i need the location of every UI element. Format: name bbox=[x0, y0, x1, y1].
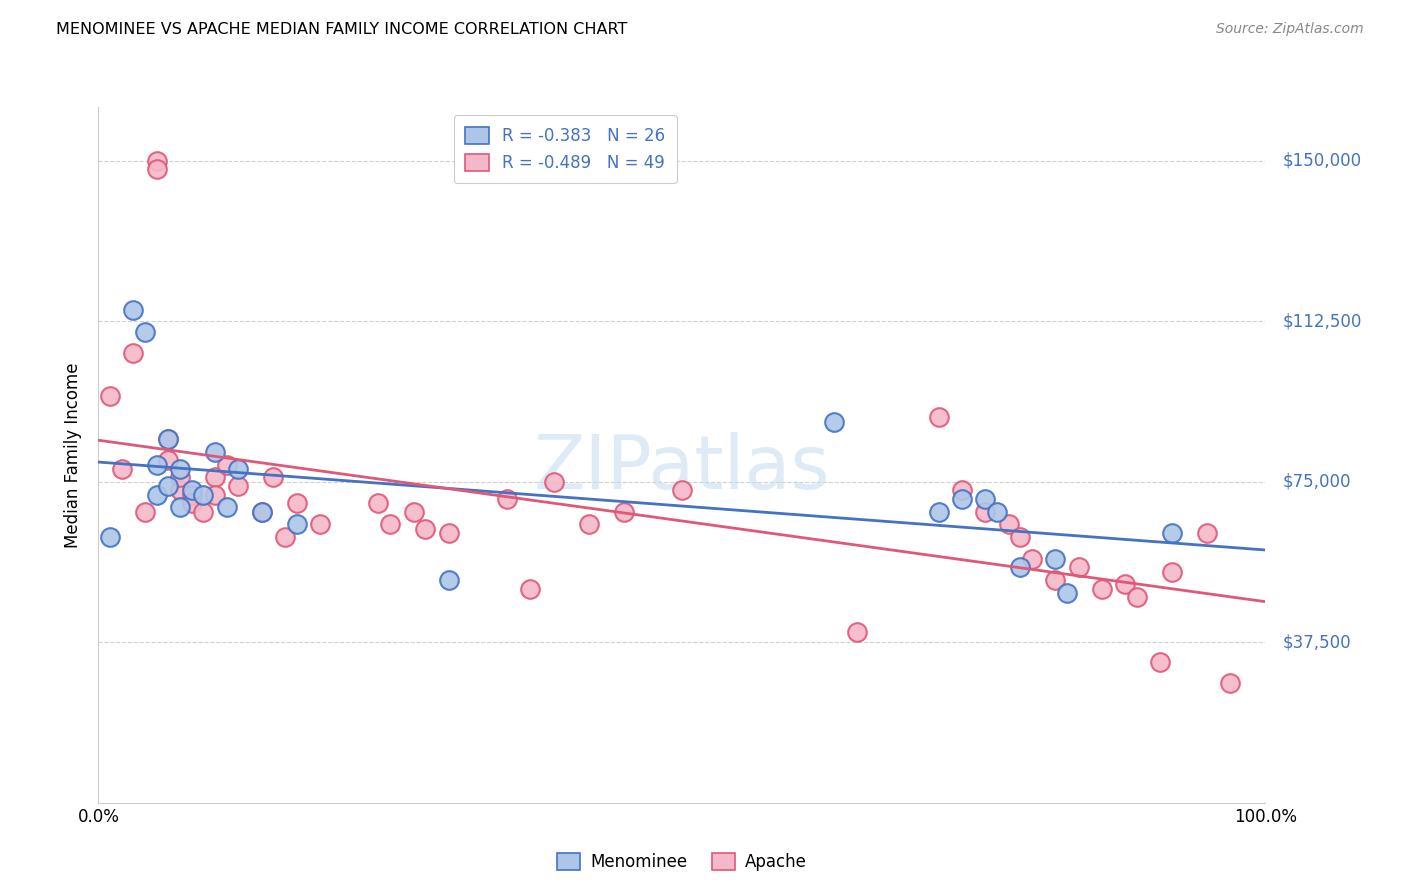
Point bbox=[1010, 560, 1032, 574]
Point bbox=[146, 487, 169, 501]
Point bbox=[134, 505, 156, 519]
Point bbox=[950, 491, 973, 506]
Point bbox=[146, 153, 169, 168]
Point bbox=[146, 458, 169, 472]
Point bbox=[612, 505, 634, 519]
Text: $112,500: $112,500 bbox=[1282, 312, 1361, 330]
Y-axis label: Median Family Income: Median Family Income bbox=[65, 362, 83, 548]
Point bbox=[157, 479, 180, 493]
Point bbox=[928, 410, 950, 425]
Point bbox=[437, 526, 460, 541]
Point bbox=[1195, 526, 1218, 541]
Point bbox=[1021, 551, 1043, 566]
Point bbox=[169, 470, 191, 484]
Point bbox=[157, 432, 180, 446]
Point bbox=[193, 505, 215, 519]
Point bbox=[169, 500, 191, 515]
Point bbox=[157, 432, 180, 446]
Point bbox=[367, 496, 389, 510]
Point bbox=[1219, 676, 1241, 690]
Point bbox=[180, 487, 202, 501]
Point bbox=[1149, 655, 1171, 669]
Point bbox=[671, 483, 693, 498]
Point bbox=[215, 500, 238, 515]
Point bbox=[204, 487, 226, 501]
Point bbox=[1045, 551, 1067, 566]
Point bbox=[1161, 526, 1184, 541]
Point bbox=[974, 491, 997, 506]
Point bbox=[193, 487, 215, 501]
Point bbox=[169, 483, 191, 498]
Point bbox=[928, 505, 950, 519]
Point bbox=[111, 462, 134, 476]
Point bbox=[228, 479, 250, 493]
Point bbox=[1126, 591, 1149, 605]
Point bbox=[1114, 577, 1136, 591]
Point bbox=[1056, 586, 1078, 600]
Point bbox=[1010, 530, 1032, 544]
Point bbox=[437, 573, 460, 587]
Point bbox=[250, 505, 273, 519]
Text: MENOMINEE VS APACHE MEDIAN FAMILY INCOME CORRELATION CHART: MENOMINEE VS APACHE MEDIAN FAMILY INCOME… bbox=[56, 22, 627, 37]
Point bbox=[1067, 560, 1090, 574]
Point bbox=[274, 530, 297, 544]
Point bbox=[285, 496, 308, 510]
Point bbox=[1045, 573, 1067, 587]
Point bbox=[309, 517, 332, 532]
Point bbox=[98, 530, 121, 544]
Point bbox=[215, 458, 238, 472]
Point bbox=[122, 346, 145, 360]
Point bbox=[986, 505, 1008, 519]
Point bbox=[146, 162, 169, 177]
Point bbox=[285, 517, 308, 532]
Text: $37,500: $37,500 bbox=[1282, 633, 1351, 651]
Point bbox=[378, 517, 402, 532]
Point bbox=[950, 483, 973, 498]
Point bbox=[413, 522, 436, 536]
Text: $150,000: $150,000 bbox=[1282, 152, 1361, 169]
Point bbox=[543, 475, 565, 489]
Point bbox=[122, 303, 145, 318]
Point bbox=[134, 325, 156, 339]
Point bbox=[519, 582, 541, 596]
Point bbox=[845, 624, 868, 639]
Point bbox=[823, 415, 845, 429]
Point bbox=[1091, 582, 1114, 596]
Point bbox=[228, 462, 250, 476]
Point bbox=[98, 389, 121, 403]
Point bbox=[974, 505, 997, 519]
Point bbox=[578, 517, 600, 532]
Point bbox=[157, 453, 180, 467]
Point bbox=[997, 517, 1019, 532]
Text: ZIPatlas: ZIPatlas bbox=[534, 433, 830, 506]
Point bbox=[495, 491, 517, 506]
Point bbox=[180, 496, 202, 510]
Point bbox=[250, 505, 273, 519]
Text: Source: ZipAtlas.com: Source: ZipAtlas.com bbox=[1216, 22, 1364, 37]
Point bbox=[180, 483, 202, 498]
Point bbox=[262, 470, 284, 484]
Text: $75,000: $75,000 bbox=[1282, 473, 1351, 491]
Point bbox=[169, 462, 191, 476]
Legend: Menominee, Apache: Menominee, Apache bbox=[550, 847, 814, 878]
Point bbox=[402, 505, 425, 519]
Point bbox=[204, 470, 226, 484]
Point bbox=[1161, 565, 1184, 579]
Point bbox=[204, 444, 226, 458]
